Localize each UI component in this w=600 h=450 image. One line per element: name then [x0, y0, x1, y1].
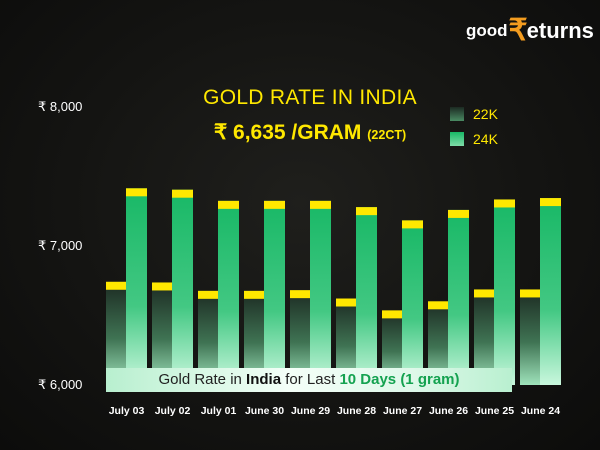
goodreturns-logo: good ₹ eturns [466, 16, 594, 46]
bar-cap-24k-3 [264, 200, 285, 209]
legend-label: 22K [473, 106, 498, 122]
bar-24k-1 [172, 189, 193, 385]
bar-cap-22k-2 [198, 290, 218, 299]
footnote-part3: for Last [285, 371, 336, 388]
bar-24k-7 [448, 209, 469, 385]
y-tick-6000: ₹ 6,000 [38, 377, 83, 392]
bar-cap-22k-7 [428, 301, 448, 310]
bar-cap-24k-9 [540, 198, 561, 207]
legend-label: 24K [473, 131, 498, 147]
bar-cap-24k-8 [494, 199, 515, 208]
bar-22k-4 [290, 290, 310, 385]
chart-legend: 22K 24K [450, 103, 498, 153]
bar-cap-24k-7 [448, 209, 469, 218]
x-tick-label: June 24 [520, 405, 561, 417]
bar-cap-24k-1 [172, 189, 193, 198]
bar-cap-24k-6 [402, 220, 423, 229]
bar-22k-7 [428, 301, 448, 385]
footnote-part2: India [246, 371, 282, 388]
bar-24k-8 [494, 199, 515, 385]
bar-cap-22k-6 [382, 310, 402, 319]
footnote-part4: 10 Days (1 gram) [339, 371, 460, 388]
bar-22k-2 [198, 290, 218, 385]
x-tick-label: June 30 [244, 405, 285, 417]
price-unit: (22CT) [367, 128, 407, 142]
bar-22k-8 [474, 289, 494, 385]
x-tick-label: July 03 [108, 405, 145, 417]
bar-22k-0 [106, 281, 126, 385]
bar-cap-22k-5 [336, 298, 356, 307]
gold-price-headline: ₹ 6,635 /GRAM (22CT) [185, 120, 435, 145]
logo-prefix: good [466, 21, 508, 40]
x-tick-label: June 26 [428, 405, 469, 417]
legend-item-24k: 24K [450, 128, 498, 150]
bar-22k-9 [520, 289, 540, 385]
bar-24k-3 [264, 200, 285, 385]
y-tick-7000: ₹ 7,000 [38, 238, 83, 253]
chart-title: GOLD RATE IN INDIA [203, 86, 417, 109]
x-tick-label: June 27 [382, 405, 423, 417]
legend-swatch [450, 132, 464, 146]
bar-cap-24k-4 [310, 200, 331, 209]
bar-22k-6 [382, 310, 402, 385]
bar-cap-22k-9 [520, 289, 540, 298]
bar-24k-6 [402, 220, 423, 385]
bar-22k-1 [152, 282, 172, 385]
x-tick-label: June 29 [290, 405, 331, 417]
bar-22k-5 [336, 298, 356, 385]
footnote-part1: Gold Rate in [158, 371, 242, 388]
bar-cap-24k-2 [218, 200, 239, 209]
x-tick-label: June 28 [336, 405, 377, 417]
bar-24k-9 [540, 198, 561, 385]
bar-cap-24k-0 [126, 188, 147, 197]
bar-cap-22k-3 [244, 290, 264, 299]
price-value: ₹ 6,635 /GRAM [213, 121, 362, 144]
y-tick-8000: ₹ 8,000 [38, 99, 83, 114]
bar-24k-5 [356, 207, 377, 385]
legend-item-22k: 22K [450, 103, 498, 125]
bar-cap-24k-5 [356, 207, 377, 216]
bars-group [106, 188, 561, 385]
x-tick-label: June 25 [474, 405, 515, 417]
bar-24k-4 [310, 200, 331, 385]
bar-cap-22k-1 [152, 282, 172, 291]
bar-22k-3 [244, 290, 264, 385]
bar-cap-22k-4 [290, 290, 310, 299]
bar-24k-2 [218, 200, 239, 385]
chart-footnote: Gold Rate in India for Last 10 Days (1 g… [106, 368, 512, 392]
x-tick-label: July 01 [200, 405, 237, 417]
bar-cap-22k-0 [106, 281, 126, 290]
bar-cap-22k-8 [474, 289, 494, 298]
logo-rupee-symbol: ₹ [508, 14, 528, 47]
bar-24k-0 [126, 188, 147, 385]
x-tick-label: July 02 [154, 405, 191, 417]
logo-suffix: eturns [526, 18, 594, 43]
legend-swatch [450, 107, 464, 121]
